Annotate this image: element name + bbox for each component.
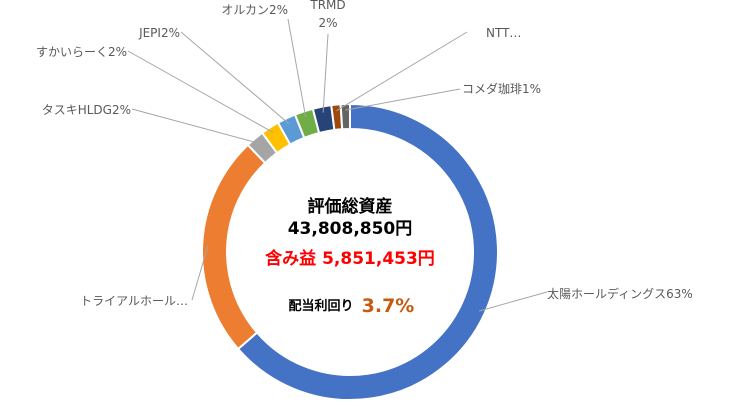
slice-label-オルカン: オルカン2% [221,3,288,17]
leader-line-コメダ珈琲 [345,88,461,111]
slice-トライアルホール… [201,143,267,351]
leader-line-JEPI [180,31,290,125]
slice-label-コメダ珈琲: コメダ珈琲1% [462,81,541,96]
leader-line-すかいらーく [127,50,274,133]
slice-太陽ホールディングス [236,102,499,401]
leader-lines-group [127,18,548,312]
slice-label-TRMD: TRMD 2% [309,0,345,30]
slice-label-JEPI: JEPI2% [138,26,180,40]
slice-labels-group: 太陽ホールディングス63% トライアルホール… タスキHLDG2% すかいらーく2% J… [36,0,693,308]
slice-label-すかいらーく: すかいらーく2% [36,45,127,59]
leader-line-タスキHLDG [131,108,259,144]
leader-line-太陽ホールディングス [479,291,548,312]
center-total-value: 43,808,850円 [288,219,413,239]
center-yield-value: 3.7% [362,295,415,317]
slice-label-トライアルホール…: トライアルホール… [80,294,188,308]
slice-コメダ珈琲 [339,102,351,131]
leader-line-NTT [336,31,468,112]
center-unrealized-gain: 含み益 5,851,453円 [265,248,435,269]
leader-line-オルカン [287,18,307,118]
center-title: 評価総資産 [308,196,393,217]
slice-label-太陽ホールディングス: 太陽ホールディングス63% [547,286,693,301]
slice-label-タスキHLDG: タスキHLDG2% [42,103,131,117]
center-yield-label: 配当利回り [288,298,353,314]
center-panel: 評価総資産 43,808,850円 含み益 5,851,453円 配当利回り 3… [265,196,435,317]
slice-label-NTT: NTT… [486,26,521,40]
leader-line-TRMD [322,33,329,113]
leader-line-トライアルホール… [191,245,209,301]
